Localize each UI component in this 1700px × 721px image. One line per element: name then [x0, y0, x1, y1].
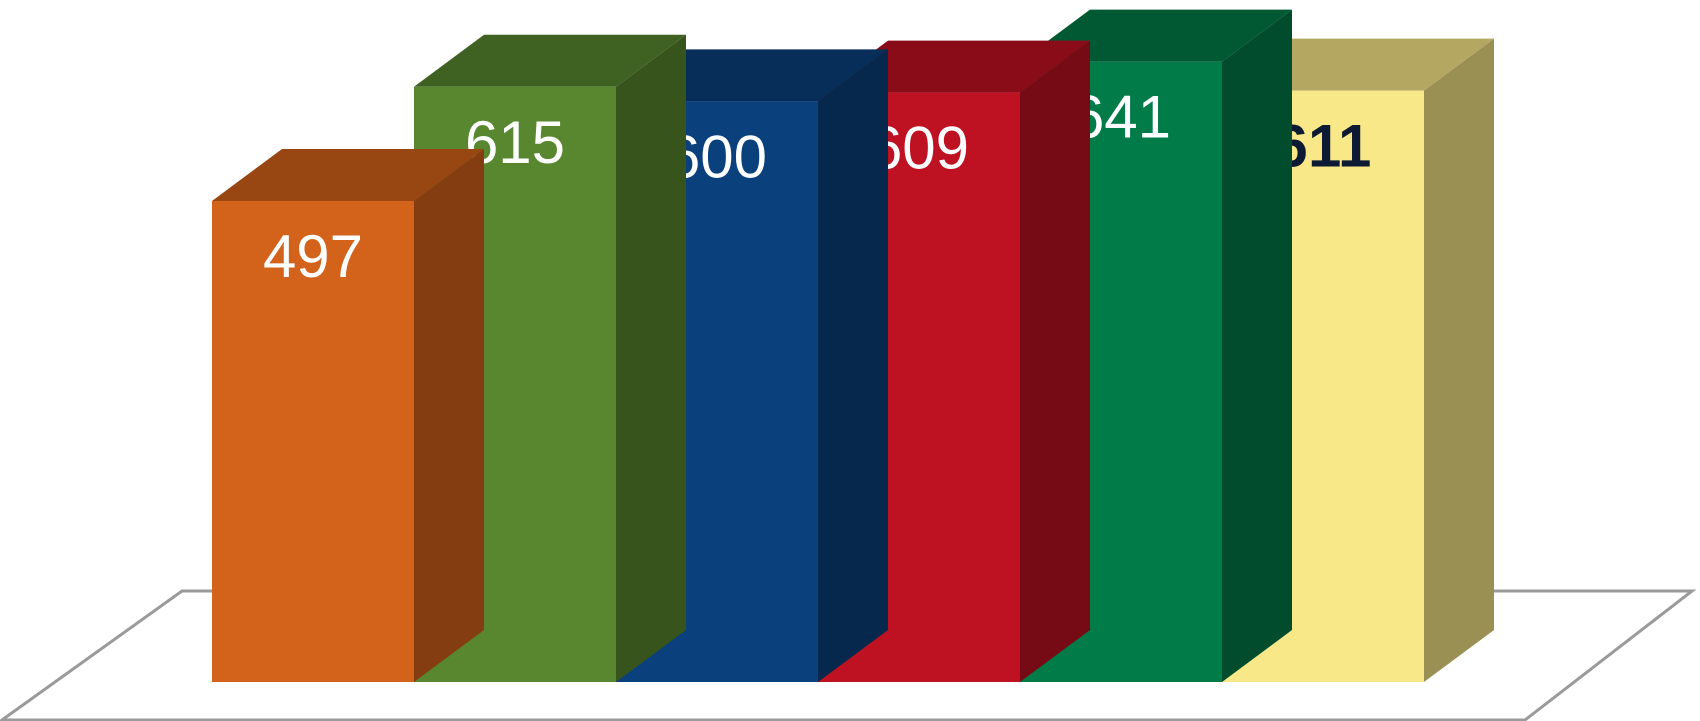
bar-front	[212, 201, 414, 682]
bar-2: 615	[414, 34, 686, 683]
bar-top	[212, 149, 484, 201]
bar-side	[1222, 9, 1292, 683]
bar-side	[1424, 38, 1494, 682]
bar-side	[616, 34, 686, 683]
bar-value-label: 497	[263, 223, 363, 290]
bar-top	[414, 34, 686, 87]
bar-side	[414, 149, 484, 682]
bar-side	[818, 49, 888, 682]
bar-side	[1020, 40, 1090, 682]
bar-1: 497	[212, 149, 484, 682]
